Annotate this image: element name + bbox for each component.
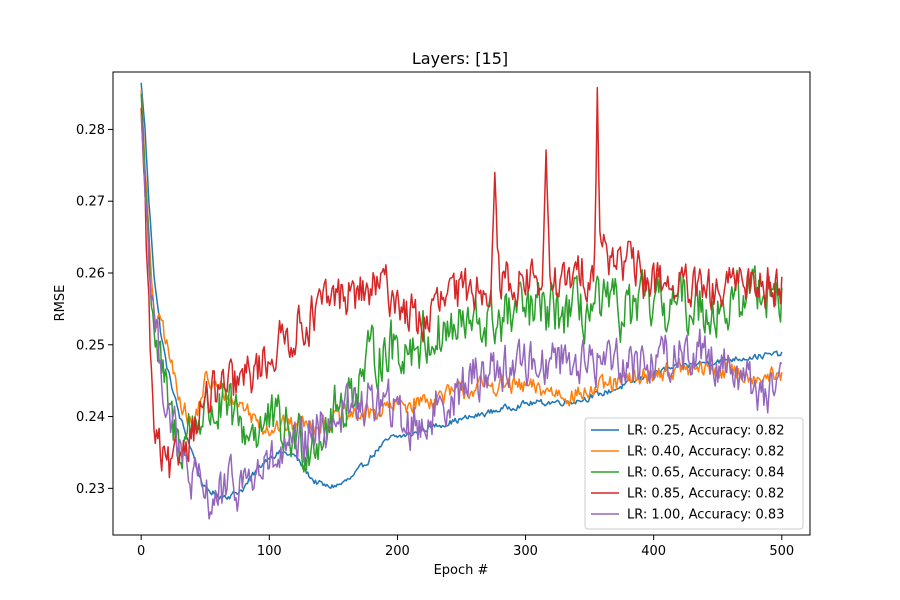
plot-area (112, 71, 811, 536)
x-tick-label: 200 (385, 544, 410, 559)
series-group (140, 82, 783, 520)
chart-title: Layers: [15] (412, 49, 508, 68)
axes-frame (112, 71, 811, 536)
x-axis-label: Epoch # (434, 563, 489, 578)
series-line-5 (140, 115, 783, 520)
legend-box (584, 417, 804, 530)
y-axis: 0.23 0.24 0.25 0.26 0.27 0.28 (76, 123, 113, 497)
series-line-1 (140, 82, 783, 500)
series-line-4 (140, 86, 783, 479)
x-tick-label: 0 (137, 544, 145, 559)
x-axis: 0 100 200 300 400 500 (137, 535, 794, 559)
legend: LR: 0.25, Accuracy: 0.82 LR: 0.40, Accura… (584, 417, 804, 530)
series-line-3 (140, 93, 783, 473)
y-tick-label: 0.28 (76, 123, 105, 138)
y-tick-label: 0.23 (76, 482, 105, 497)
y-tick-label: 0.27 (76, 195, 105, 210)
legend-entry: LR: 0.85, Accuracy: 0.82 (627, 487, 784, 502)
x-tick-label: 500 (769, 544, 794, 559)
legend-entry: LR: 1.00, Accuracy: 0.83 (627, 508, 784, 523)
legend-entry: LR: 0.25, Accuracy: 0.82 (627, 424, 784, 439)
x-tick-label: 300 (513, 544, 538, 559)
legend-entry: LR: 0.40, Accuracy: 0.82 (627, 445, 784, 460)
y-axis-label: RMSE (53, 285, 68, 322)
y-tick-label: 0.25 (76, 338, 105, 353)
y-tick-label: 0.24 (76, 410, 105, 425)
x-tick-label: 100 (257, 544, 282, 559)
y-tick-label: 0.26 (76, 266, 105, 281)
x-tick-label: 400 (641, 544, 666, 559)
legend-entry: LR: 0.65, Accuracy: 0.84 (627, 466, 784, 481)
